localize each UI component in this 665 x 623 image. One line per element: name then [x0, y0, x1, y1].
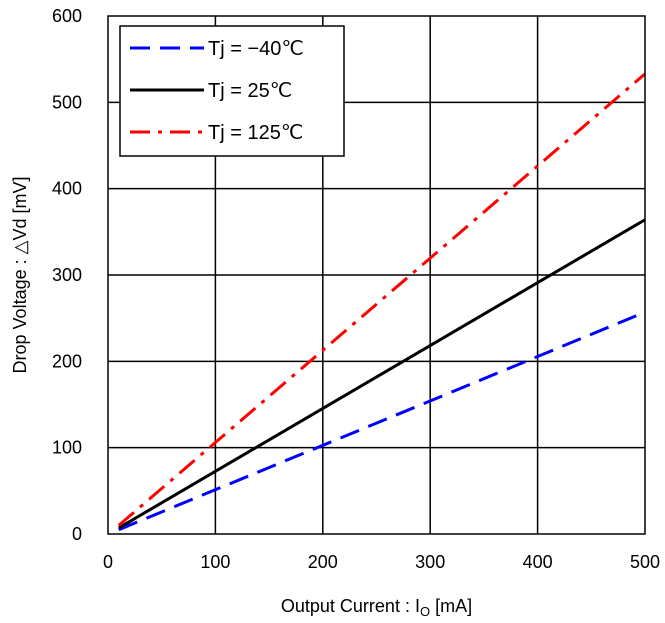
x-axis-label-subscript: O: [420, 604, 430, 619]
y-tick-label: 400: [52, 179, 82, 199]
legend-entry: Tj = 25℃: [208, 80, 292, 102]
legend: Tj = −40℃ Tj = 25℃ Tj = 125℃: [119, 25, 345, 157]
y-tick-label: 100: [52, 438, 82, 458]
y-tick-labels: 0 100 200 300 400 500 600: [52, 6, 82, 544]
plot-frame: [107, 15, 646, 535]
series-line: [118, 310, 646, 532]
x-tick-label: 500: [630, 552, 660, 572]
x-axis-label-unit: [mA]: [430, 596, 472, 616]
x-tick-label: 0: [103, 552, 113, 572]
y-tick-label: 0: [72, 524, 82, 544]
x-tick-label: 200: [308, 552, 338, 572]
legend-entry: Tj = −40℃: [208, 38, 304, 60]
y-tick-label: 200: [52, 351, 82, 371]
y-axis-label: Drop Voltage : △Vd [mV]: [10, 177, 30, 374]
x-axis-label-main: Output Current : I: [281, 596, 420, 616]
y-tick-label: 600: [52, 6, 82, 26]
x-axis-label: Output Current : IO [mA]: [281, 596, 472, 619]
series-group: [117, 72, 646, 532]
y-tick-label: 500: [52, 92, 82, 112]
x-tick-label: 300: [415, 552, 445, 572]
series-line: [117, 72, 646, 527]
legend-entry: Tj = 125℃: [208, 122, 303, 144]
y-tick-label: 300: [52, 265, 82, 285]
x-tick-labels: 0 100 200 300 400 500: [103, 552, 660, 572]
x-tick-label: 100: [200, 552, 230, 572]
series-line: [117, 218, 646, 530]
x-tick-label: 400: [523, 552, 553, 572]
